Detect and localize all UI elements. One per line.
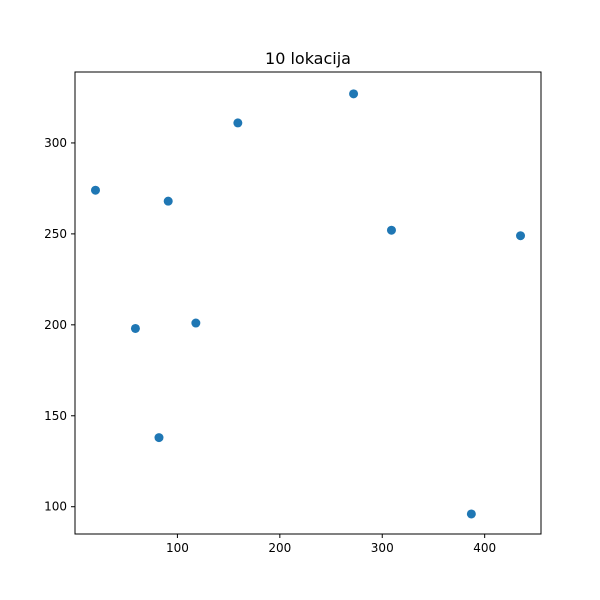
y-tick-label: 100: [44, 500, 67, 514]
y-tick-label: 300: [44, 136, 67, 150]
data-point-1: [90, 185, 100, 195]
data-point-5: [386, 225, 396, 235]
x-tick-label: 300: [371, 541, 394, 555]
y-tick-label: 200: [44, 318, 67, 332]
chart-title: 10 lokacija: [265, 49, 351, 68]
y-tick-label: 150: [44, 409, 67, 423]
data-point-10: [466, 509, 476, 519]
data-point-2: [163, 196, 173, 206]
data-point-3: [233, 118, 243, 128]
y-axis: 100 150 200 250 300: [44, 136, 75, 514]
data-point-6: [516, 231, 526, 241]
data-point-9: [154, 433, 164, 443]
x-tick-label: 100: [166, 541, 189, 555]
data-points: [90, 89, 526, 519]
data-point-8: [191, 318, 201, 328]
plot-frame: [74, 71, 542, 535]
x-tick-label: 200: [268, 541, 291, 555]
y-tick-label: 250: [44, 227, 67, 241]
data-point-4: [349, 89, 359, 99]
x-axis: 100 200 300 400: [166, 534, 496, 555]
data-point-7: [130, 323, 140, 333]
x-tick-label: 400: [473, 541, 496, 555]
